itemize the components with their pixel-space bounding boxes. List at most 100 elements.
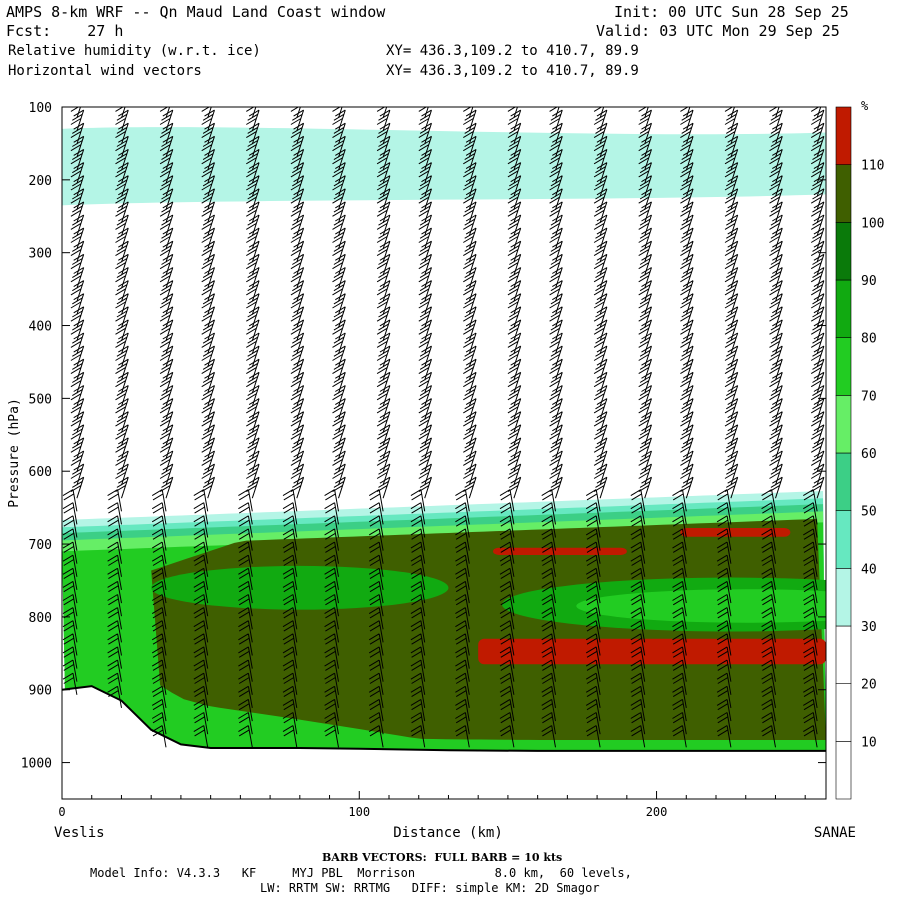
colorbar-label: 110 <box>861 159 884 174</box>
wind-barb <box>541 580 556 604</box>
wind-barb <box>368 712 384 735</box>
wind-barb <box>499 685 515 708</box>
wind-barb <box>455 659 470 682</box>
wind-barb <box>769 345 783 368</box>
wind-barb <box>246 267 260 289</box>
wind-barb <box>769 293 783 315</box>
wind-barb <box>115 280 129 302</box>
wind-barb <box>70 280 85 302</box>
wind-barb <box>332 437 346 459</box>
wind-barb <box>115 162 129 184</box>
wind-barb <box>549 135 563 158</box>
wind-barb <box>638 109 652 132</box>
wind-barb <box>585 725 601 748</box>
wind-barb <box>761 528 776 551</box>
y-tick-label: 600 <box>29 465 52 480</box>
rh-field <box>62 107 826 799</box>
wind-barb <box>507 188 522 210</box>
wind-barb <box>410 528 426 551</box>
wind-barb <box>769 188 783 210</box>
wind-barb <box>724 148 739 171</box>
wind-barb <box>376 162 391 184</box>
wind-barb <box>107 580 122 604</box>
wind-barb <box>324 580 339 604</box>
wind-barb <box>151 594 167 617</box>
wind-barb <box>151 541 167 564</box>
wind-barb <box>455 567 470 590</box>
wind-barb <box>716 607 732 630</box>
wind-barb <box>70 253 85 276</box>
wind-barb <box>638 345 652 368</box>
colorbar-label: 70 <box>861 389 877 404</box>
wind-barb <box>585 620 601 643</box>
wind-barb <box>724 332 739 355</box>
wind-barb <box>680 175 694 197</box>
wind-barb <box>376 385 391 407</box>
wind-barb <box>803 659 818 682</box>
wind-barb <box>368 659 384 682</box>
wind-barb <box>769 424 783 446</box>
wind-barb <box>716 489 732 512</box>
wind-barb <box>159 463 174 486</box>
wind-barb <box>769 319 783 341</box>
wind-barb <box>638 398 652 420</box>
wind-barb <box>672 633 687 656</box>
wind-barb <box>201 385 215 407</box>
wind-barb <box>455 633 470 656</box>
wind-barb <box>630 607 646 630</box>
wind-barb <box>151 633 167 656</box>
wind-barb <box>151 620 167 643</box>
wind-barb <box>638 188 652 210</box>
wind-barb <box>246 240 260 263</box>
wind-barb <box>246 358 260 381</box>
wind-barb <box>332 371 346 394</box>
wind-barb <box>332 358 346 381</box>
wind-barb <box>593 371 608 394</box>
colorbar-label: 20 <box>861 678 877 693</box>
wind-barb <box>541 541 556 564</box>
wind-barb <box>324 633 339 656</box>
wind-barb <box>724 450 739 473</box>
wind-barb <box>455 528 470 551</box>
wind-barb <box>324 502 339 525</box>
wind-barb <box>290 345 305 368</box>
wind-barb <box>115 253 129 276</box>
wind-barb <box>803 620 818 643</box>
terrain-line <box>62 685 826 752</box>
wind-barb <box>410 672 426 695</box>
wind-barb <box>324 541 339 564</box>
wind-barb <box>549 332 563 355</box>
wind-barb <box>549 306 563 328</box>
wind-barb <box>638 385 652 407</box>
wind-barb <box>418 345 432 368</box>
wind-barb <box>593 240 608 263</box>
wind-barb <box>115 345 129 368</box>
wind-barb <box>238 698 253 722</box>
wind-barb <box>159 371 174 394</box>
wind-barb <box>115 293 129 315</box>
wind-barb <box>201 240 215 263</box>
wind-barb <box>455 541 470 564</box>
wind-barb <box>593 267 608 289</box>
wind-barb <box>332 319 346 341</box>
wind-barb <box>585 646 601 669</box>
wind-barb <box>541 646 556 669</box>
wind-barb <box>107 672 122 695</box>
wind-barb <box>201 476 215 499</box>
wind-barb <box>541 672 556 695</box>
wind-barb <box>630 725 646 748</box>
wind-barb <box>238 580 253 604</box>
wind-barb <box>638 319 652 341</box>
wind-barb <box>201 162 215 184</box>
wind-barb <box>193 646 209 669</box>
wind-barb <box>107 646 122 669</box>
field-label-wind: Horizontal wind vectors <box>8 63 202 79</box>
wind-barb <box>680 240 694 263</box>
wind-barb <box>201 122 215 145</box>
wind-barb <box>418 332 432 355</box>
wind-barb <box>507 371 522 394</box>
wind-barb <box>246 398 260 420</box>
wind-barb <box>332 306 346 328</box>
wind-barb <box>290 267 305 289</box>
wind-barb <box>332 253 346 276</box>
